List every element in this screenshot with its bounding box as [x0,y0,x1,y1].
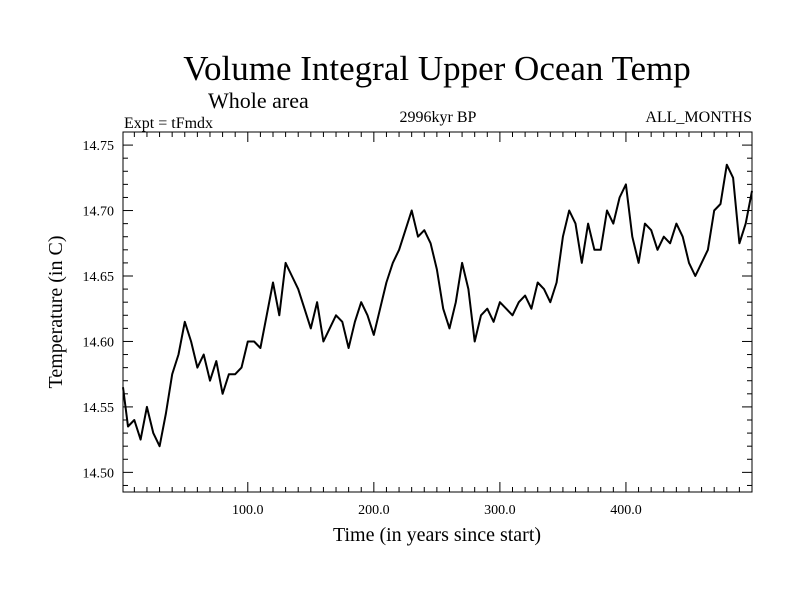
y-tick-label: 14.70 [83,205,115,220]
y-tick-label: 14.60 [83,335,115,350]
x-tick-label: 300.0 [484,503,516,518]
y-tick-label: 14.65 [83,270,115,285]
period-label: 2996kyr BP [400,109,477,126]
y-tick-label: 14.55 [83,401,115,416]
x-tick-label: 200.0 [358,503,390,518]
chart-subtitle: Whole area [208,88,309,113]
x-tick-label: 100.0 [232,503,264,518]
x-tick-label: 400.0 [610,503,642,518]
months-label: ALL_MONTHS [645,109,752,126]
x-axis-title: Time (in years since start) [333,524,541,546]
temperature-series-line [122,163,753,448]
experiment-label: Expt = tFmdx [124,115,213,132]
y-tick-label: 14.75 [83,139,115,154]
plot-frame [122,131,753,493]
y-axis-title: Temperature (in C) [45,236,67,389]
x-axis: 100.0 200.0 300.0 400.0 [133,132,740,518]
y-tick-label: 14.50 [83,466,115,481]
chart-title: Volume Integral Upper Ocean Temp [183,49,690,88]
y-axis: 14.50 14.55 14.60 14.65 14.70 14.75 [83,139,752,486]
